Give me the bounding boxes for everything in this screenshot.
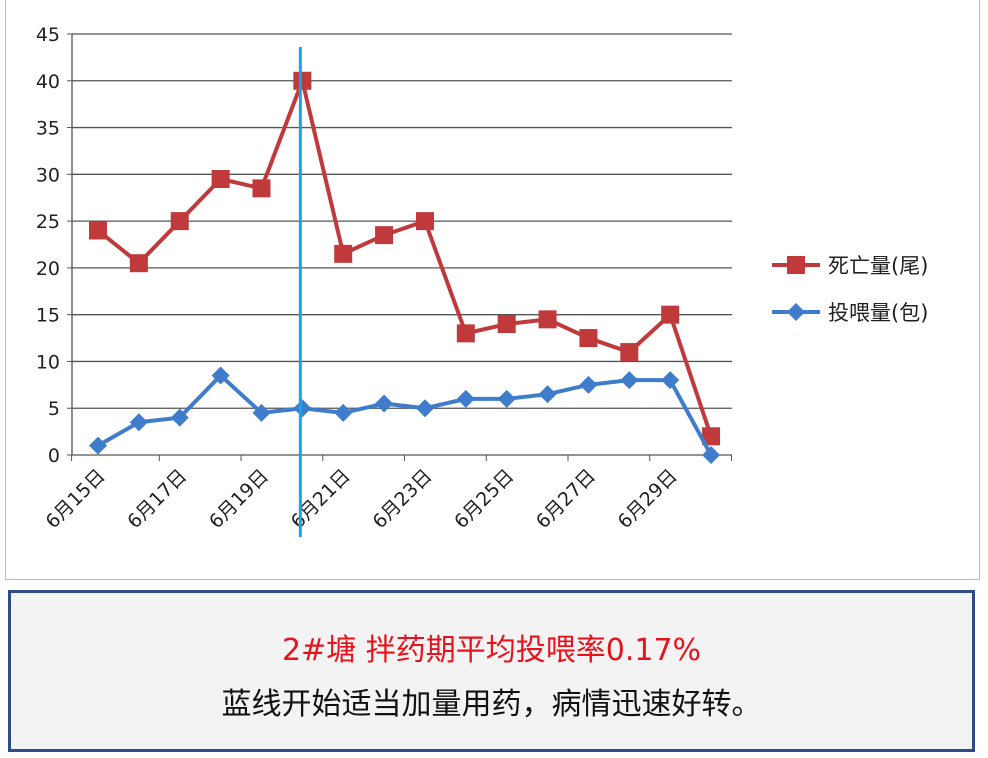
data-point-diamond [334, 403, 353, 422]
y-tick-label: 35 [36, 118, 60, 140]
data-point-diamond [375, 394, 394, 413]
data-point-diamond [702, 446, 721, 464]
data-point-diamond [415, 399, 434, 418]
data-point-square [702, 427, 721, 446]
x-tick-label: 6月29日 [614, 465, 682, 533]
x-tick-label: 6月23日 [368, 465, 436, 533]
y-tick-label: 10 [36, 351, 60, 373]
legend-label: 投喂量(包) [828, 301, 928, 325]
data-point-diamond [129, 413, 148, 432]
data-point-diamond [538, 385, 557, 404]
y-tick-label: 0 [48, 445, 60, 467]
data-point-square [252, 179, 271, 198]
data-point-square [89, 221, 107, 240]
data-point-square [293, 71, 312, 90]
series-line [97, 373, 713, 456]
data-point-square [579, 329, 598, 348]
x-tick-label: 6月27日 [532, 465, 600, 533]
legend-marker-diamond [787, 303, 805, 321]
data-point-square [538, 310, 557, 329]
chart-frame [5, 0, 980, 580]
data-point-diamond [170, 408, 189, 427]
y-tick-label: 45 [36, 24, 60, 46]
x-tick-label: 6月25日 [450, 465, 518, 533]
data-point-diamond [661, 371, 680, 390]
y-tick-label: 40 [36, 71, 60, 93]
y-tick-label: 30 [36, 164, 60, 186]
data-point-diamond [89, 436, 107, 455]
data-point-square [415, 212, 434, 231]
data-point-square [456, 324, 475, 343]
data-point-diamond [579, 375, 598, 394]
data-point-square [375, 226, 394, 245]
y-tick-label: 5 [48, 398, 60, 420]
data-point-diamond [456, 389, 475, 408]
data-point-diamond [211, 366, 230, 385]
data-point-square [620, 343, 639, 362]
note-line-1: 2#塘 拌药期平均投喂率0.17% [281, 633, 702, 668]
note-box: 2#塘 拌药期平均投喂率0.17% 蓝线开始适当加量用药，病情迅速好转。 [8, 590, 975, 752]
x-tick-label: 6月19日 [205, 465, 273, 533]
x-tick-label: 6月15日 [41, 465, 109, 533]
data-point-square [334, 244, 353, 263]
y-tick-label: 25 [36, 211, 60, 233]
legend-marker-square [787, 256, 805, 274]
data-point-diamond [293, 399, 312, 418]
x-tick-label: 6月21日 [287, 465, 355, 533]
data-point-square [129, 254, 148, 273]
x-tick-label: 6月17日 [123, 465, 191, 533]
data-point-square [170, 212, 189, 231]
data-point-square [497, 315, 516, 334]
data-point-square [211, 170, 230, 189]
data-point-square [661, 305, 680, 324]
y-tick-label: 20 [36, 258, 60, 280]
data-point-diamond [252, 403, 271, 422]
y-tick-label: 15 [36, 305, 60, 327]
series-line [96, 78, 713, 437]
data-point-diamond [497, 389, 516, 408]
legend-label: 死亡量(尾) [828, 254, 928, 278]
data-point-diamond [620, 371, 639, 390]
note-line-2: 蓝线开始适当加量用药，病情迅速好转。 [221, 687, 762, 722]
